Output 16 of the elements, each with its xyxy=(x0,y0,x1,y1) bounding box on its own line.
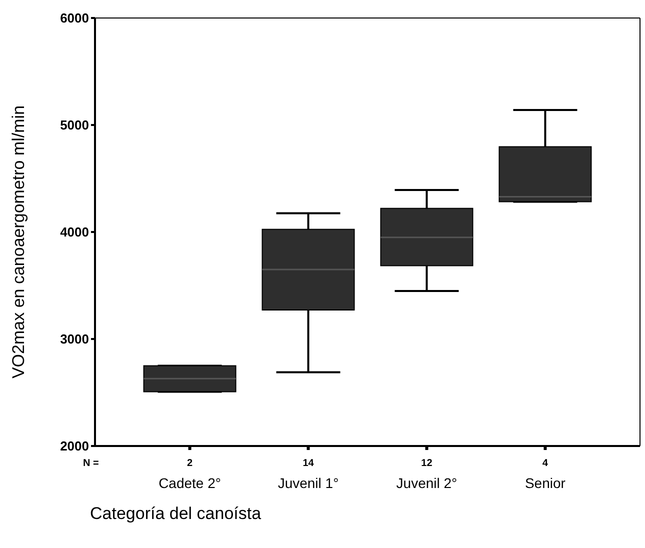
x-tick-label: Senior xyxy=(524,475,566,491)
x-tick-label: Cadete 2° xyxy=(158,475,221,491)
y-axis-title: VO2max en canoaergometro ml/min xyxy=(9,105,28,379)
x-tick-label: Juvenil 1° xyxy=(278,475,339,491)
y-tick-label: 6000 xyxy=(60,10,89,26)
x-axis-title: Categoría del canoísta xyxy=(90,504,262,523)
text: 4 xyxy=(542,458,548,469)
y-tick-label: 4000 xyxy=(60,224,89,240)
text: N = xyxy=(83,458,99,469)
y-tick-label: 2000 xyxy=(60,438,89,454)
y-tick-label: 3000 xyxy=(60,332,89,347)
text: 14 xyxy=(302,458,314,469)
y-tick-label: 5000 xyxy=(60,118,89,133)
text: 12 xyxy=(421,458,433,469)
text: 2 xyxy=(187,458,193,469)
x-tick-label: Juvenil 2° xyxy=(396,475,458,491)
